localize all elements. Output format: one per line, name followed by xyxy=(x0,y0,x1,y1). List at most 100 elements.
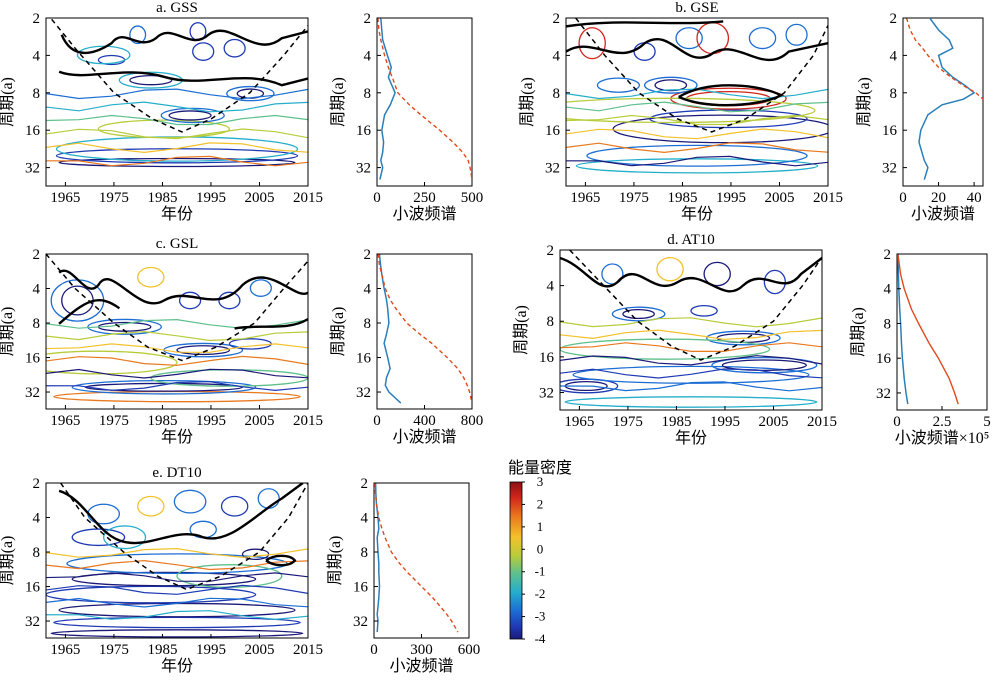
spectrum-y-tick-label: 8 xyxy=(364,86,372,102)
contour-line xyxy=(46,142,308,154)
x-tick-label: 1965 xyxy=(50,190,80,206)
contour-line xyxy=(601,263,624,285)
spectrum-x-axis-title: 小波频谱 xyxy=(389,657,453,675)
y-tick-label: 32 xyxy=(25,614,40,630)
y-tick-label: 4 xyxy=(33,48,41,64)
spectrum-lines xyxy=(374,483,459,633)
spectrum-y-tick-label: 8 xyxy=(884,316,892,332)
spectrum-y-tick-label: 32 xyxy=(353,614,368,630)
spectrum-y-tick-label: 2 xyxy=(884,247,892,263)
contour-line xyxy=(560,368,822,379)
spectrum-y-tick-label: 2 xyxy=(361,476,369,492)
spectrum-x-tick-label: 800 xyxy=(461,413,484,429)
spectrum-x-tick-label: 0 xyxy=(373,413,381,429)
x-axis-title: 年份 xyxy=(161,428,193,446)
significance-contour xyxy=(566,20,828,107)
spectrum-y-axis-title: 周期(a) xyxy=(849,307,867,357)
spectrum-y-tick-label: 2 xyxy=(364,11,372,27)
colorbar-tick-label: -1 xyxy=(535,564,546,579)
significance-contour xyxy=(58,483,304,567)
contour-line xyxy=(612,114,828,144)
colorbar-gradient xyxy=(509,481,523,640)
contour-line xyxy=(97,119,231,139)
spectrum-panel: 2 4 8 16 32 周期(a) 0 250 500 小波频谱 xyxy=(329,11,483,223)
spectrum-y-axis-title: 周期(a) xyxy=(326,536,344,586)
x-tick-label: 1985 xyxy=(147,190,177,206)
contour-line xyxy=(46,584,308,595)
contour-line xyxy=(102,525,147,550)
contour-line xyxy=(71,571,257,587)
contour-field xyxy=(46,254,308,403)
contour-line xyxy=(168,110,212,121)
contour-line xyxy=(46,88,308,100)
contour-line xyxy=(586,144,808,167)
x-tick-label: 2005 xyxy=(758,414,788,430)
contour-line xyxy=(656,256,684,282)
contour-line xyxy=(50,629,304,638)
y-axis-title: 周期(a) xyxy=(512,305,530,355)
significance-contour xyxy=(58,29,308,87)
cone-of-influence xyxy=(575,18,828,133)
cone-of-influence xyxy=(59,483,308,591)
x-tick-label: 2015 xyxy=(293,190,323,206)
contour-line xyxy=(150,369,308,387)
x-tick-label: 1995 xyxy=(196,413,226,429)
x-tick-label: 1985 xyxy=(661,414,691,430)
y-tick-label: 2 xyxy=(33,247,41,263)
y-tick-label: 4 xyxy=(33,282,41,298)
significance-curve xyxy=(374,483,459,633)
contour-line xyxy=(46,114,308,126)
spectrum-lines xyxy=(377,254,472,404)
contour-line xyxy=(46,350,178,375)
spectrum-y-tick-label: 16 xyxy=(876,351,892,367)
spectrum-x-axis-title: 小波频谱×10⁵ xyxy=(895,429,990,447)
y-tick-label: 8 xyxy=(33,86,41,102)
plot-frame xyxy=(45,17,309,187)
spectrum-lines xyxy=(905,18,983,180)
contour-line xyxy=(223,38,246,58)
y-tick-label: 16 xyxy=(545,123,561,139)
contour-line xyxy=(649,109,808,129)
significance-contour xyxy=(58,269,308,330)
chart-panel-0: a. GSS 1965 1975 1985 1995 2005 2015 年份 2 4 8 16 32 周… xyxy=(0,0,483,223)
colorbar-tick-label: 3 xyxy=(537,474,544,489)
spectrum-y-tick-label: 16 xyxy=(356,351,372,367)
spectrum-panel: 2 4 8 16 32 周期(a) 0 400 800 小波频谱 xyxy=(329,247,483,446)
contour-line xyxy=(611,306,666,322)
spectrum-frame xyxy=(902,17,984,187)
contour-line xyxy=(46,368,308,379)
contour-line xyxy=(137,266,165,288)
y-axis-title: 周期(a) xyxy=(0,536,16,586)
contour-line xyxy=(560,329,822,340)
global-wavelet-spectrum xyxy=(374,483,381,633)
contour-line xyxy=(71,528,126,547)
contour-field xyxy=(560,250,822,408)
x-tick-label: 2005 xyxy=(244,642,274,658)
x-tick-label: 2005 xyxy=(244,190,274,206)
spectrum-y-tick-label: 16 xyxy=(882,123,898,139)
y-tick-label: 32 xyxy=(25,385,40,401)
spectrum-x-tick-label: 0 xyxy=(893,414,901,430)
colorbar-tick-label: -3 xyxy=(535,609,546,624)
spectrum-x-tick-label: 0 xyxy=(370,642,378,658)
global-wavelet-spectrum xyxy=(378,254,402,404)
contour-line xyxy=(566,142,828,154)
contour-line xyxy=(173,489,207,514)
spectrum-y-tick-label: 4 xyxy=(884,282,892,298)
cone-of-influence xyxy=(46,254,308,362)
x-tick-label: 1975 xyxy=(99,642,129,658)
plot-frame xyxy=(559,249,823,411)
contour-line xyxy=(46,355,308,366)
contour-line xyxy=(622,308,655,320)
contour-line xyxy=(46,343,308,353)
contour-line xyxy=(137,495,165,517)
contour-line xyxy=(178,291,202,310)
contour-line xyxy=(46,330,308,342)
colorbar-tick-label: -4 xyxy=(535,631,546,646)
contour-line xyxy=(46,585,257,604)
global-wavelet-spectrum xyxy=(918,18,976,180)
contour-line xyxy=(575,158,819,174)
contour-line xyxy=(706,330,781,346)
contour-line xyxy=(566,101,828,113)
spectrum-lines xyxy=(377,18,472,180)
